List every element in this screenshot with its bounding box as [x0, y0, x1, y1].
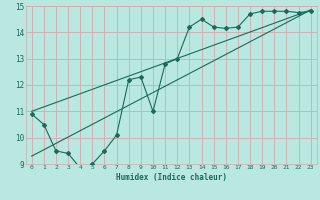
X-axis label: Humidex (Indice chaleur): Humidex (Indice chaleur) — [116, 173, 227, 182]
